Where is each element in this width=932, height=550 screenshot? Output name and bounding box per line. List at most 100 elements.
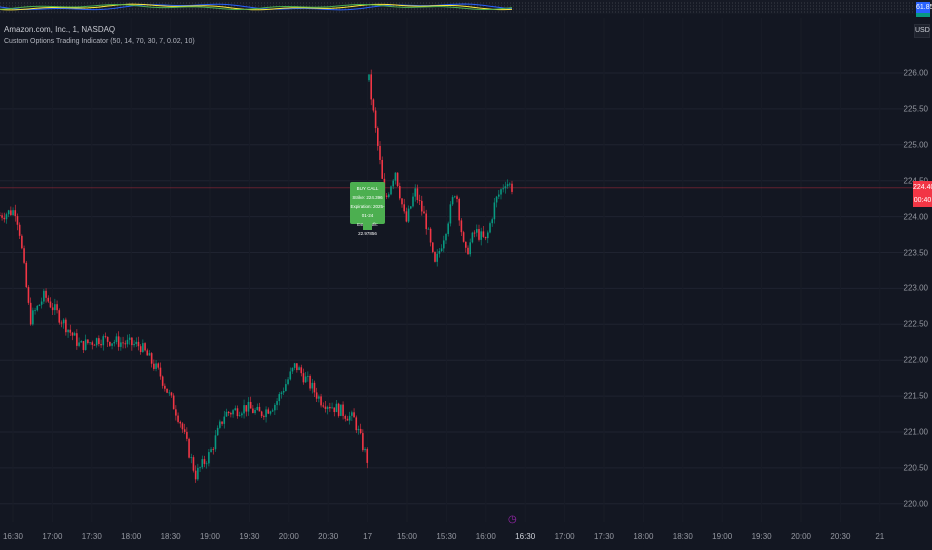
candle-body [412,196,414,207]
candle-body [111,343,113,346]
price-tick-label: 225.00 [903,140,928,150]
candle-body [388,194,390,197]
candle-body [324,406,327,409]
candle-body [465,241,467,248]
candle-body [265,409,267,418]
oscillator-value-label: 61.85 [916,2,932,13]
price-tick-label: 224.00 [903,212,928,222]
candle-body [429,228,432,243]
time-tick-label: 21 [875,532,885,541]
oscillator-signal-label [916,13,930,17]
candle-body [205,463,208,465]
buy-call-signal-label: BUY CALL Strike: 224.396 Expiration: 202… [350,182,385,236]
candle-body [291,367,294,372]
candle-body [315,392,318,399]
candle-body [340,404,342,416]
candle-body [318,396,320,399]
candle-body [322,405,325,407]
candle-body [186,431,188,439]
candle-body [144,343,146,351]
candle-body [471,232,474,243]
candle-body [203,459,206,464]
candle-body [416,188,419,200]
candle-body [27,287,30,303]
candle-body [320,396,322,406]
candle-body [256,406,259,410]
candle-body [337,403,340,416]
candle-body [166,388,168,393]
candle-body [407,208,410,222]
candle-body [49,301,52,308]
signal-line: Expiration: 2025-01-24 [350,204,385,218]
candle-body [95,338,98,346]
candle-body [287,379,289,385]
candle-body [427,228,430,230]
candle-body [418,199,421,201]
time-tick-label: 19:30 [239,532,260,541]
candle-body [366,448,369,463]
replay-clock-icon[interactable]: ◷ [508,514,517,525]
candle-body [5,214,8,220]
time-tick-label: 20:00 [790,532,812,541]
candle-body [247,401,250,412]
candle-body [221,421,223,424]
candle-body [216,427,219,436]
candle-body [76,333,78,346]
candle-body [18,224,21,236]
price-tick-label: 226.00 [903,68,928,78]
candle-body [326,406,329,409]
candle-body [164,385,166,389]
candle-body [131,337,133,346]
candle-body [120,342,122,347]
candle-body [390,186,392,195]
candle-body [289,371,292,380]
symbol-legend[interactable]: Amazon.com, Inc., 1, NASDAQ [4,25,116,34]
candle-body [482,231,485,237]
candle-body [201,459,204,468]
candle-body [12,210,14,216]
candle-body [106,336,109,342]
time-tick-label: 18:30 [160,532,181,541]
candle-body [478,229,480,240]
time-tick-label: 19:30 [751,532,772,541]
candle-body [45,290,47,298]
candle-body [254,409,256,414]
candle-body [170,392,173,396]
candle-body [133,344,135,346]
candle-body [304,376,307,383]
candle-body [300,367,303,374]
time-tick-label: 18:00 [121,532,142,541]
candle-body [199,467,201,469]
candle-body [139,346,142,353]
candle-body [159,367,162,377]
candle-body [311,382,314,389]
candle-body [122,342,124,344]
candle-body [489,223,491,233]
candle-body [357,428,360,431]
candle-body [480,231,482,240]
candle-body [484,236,487,239]
time-tick-label: 20:30 [318,532,339,541]
candle-body [16,216,19,225]
candle-body [335,403,338,413]
candle-body [368,74,370,81]
currency-button[interactable]: USD [914,24,930,38]
candle-body [210,449,212,453]
candle-body [307,375,309,377]
candle-body [21,235,23,249]
candle-body [230,413,232,415]
candle-body [65,319,67,333]
candle-body [456,196,458,199]
indicator-legend[interactable]: Custom Options Trading Indicator (50, 14… [4,38,195,45]
candle-body [447,223,449,234]
candle-body [405,211,408,222]
candle-body [423,211,425,214]
candle-body [454,196,456,198]
time-tick-label: 20:00 [278,532,299,541]
candle-body [135,341,138,345]
current-price: 224.40 [913,183,932,191]
candle-body [438,251,441,254]
signal-line: BUY CALL [356,186,379,191]
candle-body [82,341,85,350]
